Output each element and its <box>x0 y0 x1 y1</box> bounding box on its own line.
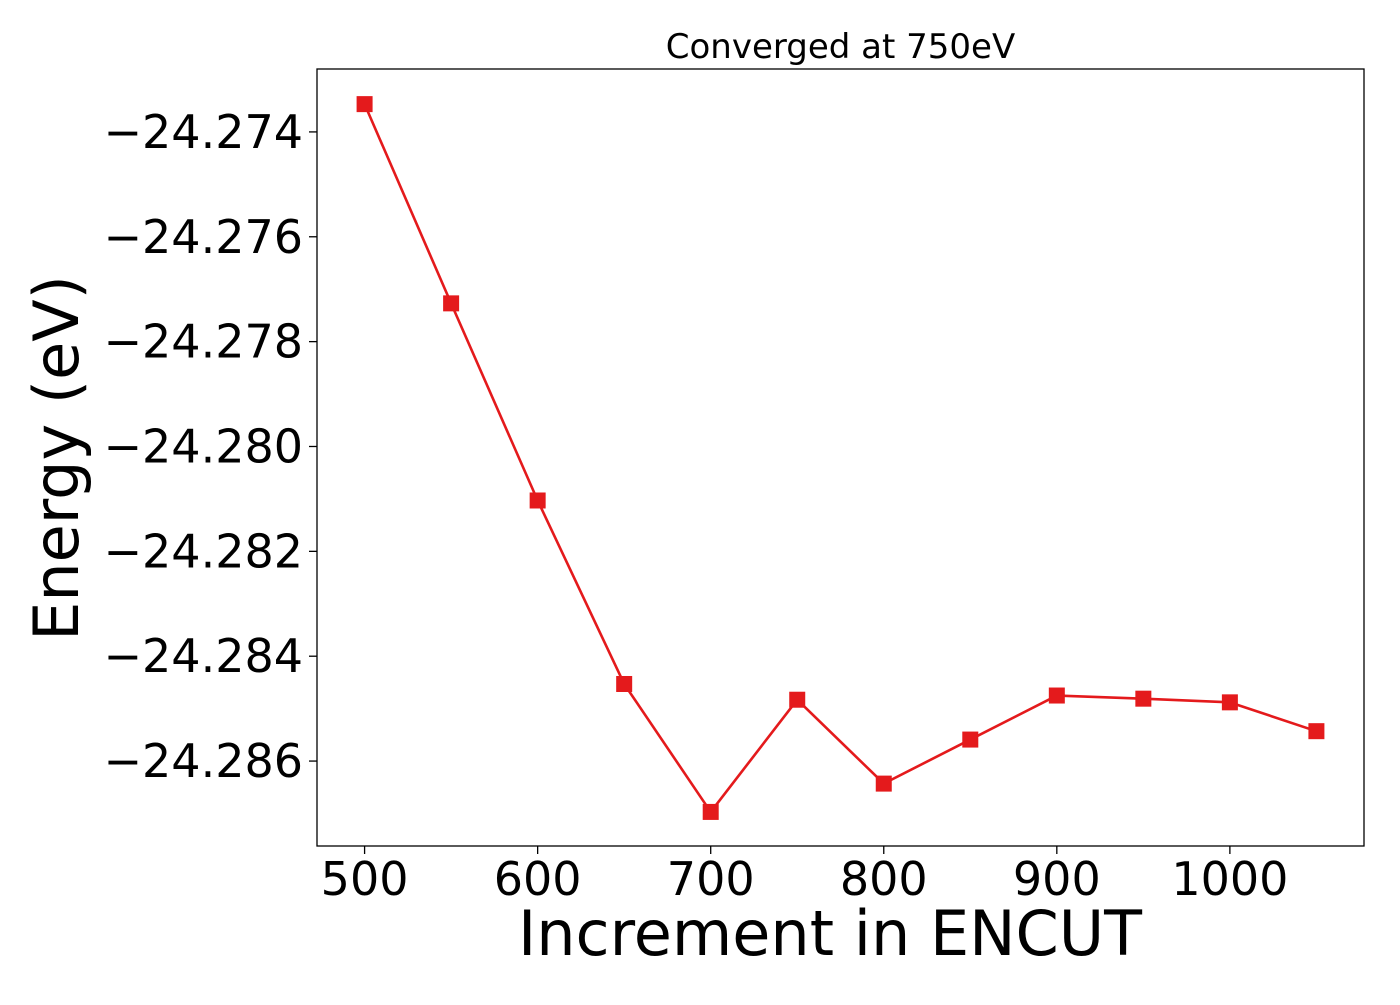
data-point-marker <box>1221 694 1238 711</box>
plot-frame <box>316 68 1365 847</box>
y-tick-label: −24.284 <box>104 629 304 683</box>
data-point-marker <box>1308 723 1325 740</box>
y-tick-label: −24.280 <box>104 419 304 473</box>
data-point-marker <box>616 675 633 692</box>
data-point-marker <box>443 295 460 312</box>
y-axis-title: Energy (eV) <box>20 275 93 641</box>
data-point-marker <box>875 775 892 792</box>
data-point-marker <box>702 803 719 820</box>
x-tick-label: 900 <box>1013 852 1101 906</box>
x-tick-label: 600 <box>494 852 582 906</box>
y-tick-label: −24.276 <box>104 210 304 264</box>
data-point-marker <box>1135 690 1152 707</box>
y-tick-label: −24.274 <box>104 105 304 159</box>
x-tick-label: 1000 <box>1171 852 1288 906</box>
data-point-marker <box>962 731 979 748</box>
y-tick-label: −24.286 <box>104 734 304 788</box>
y-tick-label: −24.282 <box>104 524 304 578</box>
y-tick-label: −24.278 <box>104 315 304 369</box>
chart-title: Converged at 750eV <box>666 27 1015 67</box>
data-point-marker <box>1048 687 1065 704</box>
x-axis-title: Increment in ENCUT <box>518 897 1143 970</box>
x-tick-label: 500 <box>321 852 409 906</box>
data-point-marker <box>529 492 546 509</box>
data-point-marker <box>789 691 806 708</box>
x-tick-label: 700 <box>667 852 755 906</box>
x-tick-label: 800 <box>840 852 928 906</box>
series-line <box>363 103 1317 814</box>
plot-area: 500 600 700 800 900 1000 −24.274 −24.276 −24.278… <box>104 68 1365 906</box>
data-point-marker <box>356 96 373 113</box>
